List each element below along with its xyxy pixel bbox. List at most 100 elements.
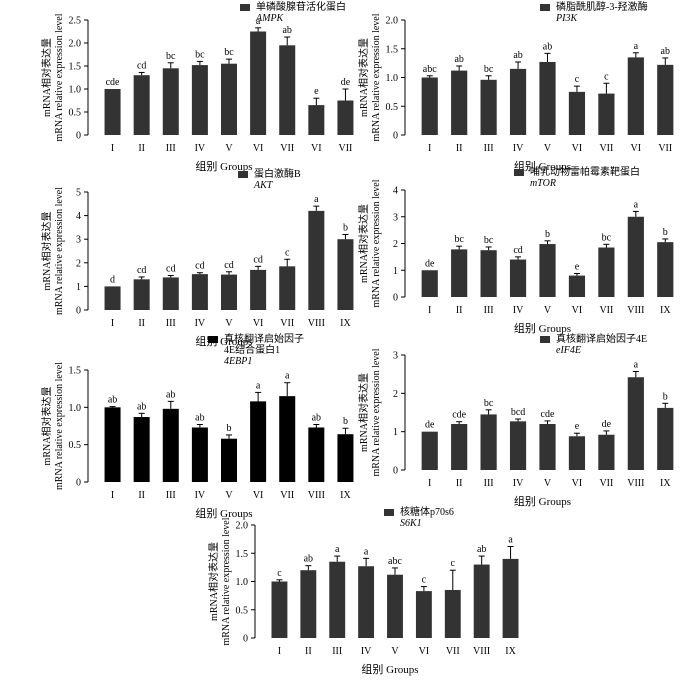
x-tick-label: VII bbox=[280, 490, 294, 501]
x-tick-label: VIII bbox=[473, 646, 490, 657]
legend-title-en: mTOR bbox=[530, 178, 556, 189]
bar bbox=[627, 57, 644, 135]
y-tick-label: 1.0 bbox=[236, 577, 249, 588]
chart-panel: 0 1 2 3 4 5 mRNA相对表达量 mRNA relative expression … bbox=[40, 167, 354, 348]
significance-letter: b bbox=[227, 423, 232, 434]
bar bbox=[473, 564, 490, 638]
legend-title-cn: 蛋白激酶B bbox=[254, 167, 301, 180]
y-tick-label: 0 bbox=[243, 634, 248, 645]
y-axis-title-cn: mRNA相对表达量 bbox=[207, 542, 220, 621]
bar bbox=[250, 31, 267, 135]
chart-panel: 0 0.5 1.0 1.5 2.0 mRNA相对表达量 mRNA relative expr… bbox=[207, 505, 519, 676]
bar bbox=[133, 75, 150, 135]
significance-letter: a bbox=[364, 546, 369, 557]
x-tick-label: V bbox=[544, 478, 552, 489]
y-tick-label: 2.0 bbox=[236, 521, 249, 532]
bar bbox=[162, 408, 179, 482]
x-tick-label: VI bbox=[253, 318, 264, 329]
significance-letter: ab bbox=[312, 413, 321, 424]
x-tick-label: I bbox=[278, 646, 281, 657]
significance-letter: cd bbox=[513, 245, 522, 256]
x-tick-label: I bbox=[111, 318, 114, 329]
x-tick-label: VII bbox=[599, 305, 613, 316]
x-tick-label: IV bbox=[361, 646, 372, 657]
x-tick-label: V bbox=[391, 646, 399, 657]
chart-panel: 0 1 2 3 4 mRNA相对表达量 mRNA relative expression l… bbox=[357, 165, 674, 335]
bar bbox=[220, 274, 238, 310]
y-tick-label: 0 bbox=[393, 293, 398, 304]
significance-letter: cd bbox=[137, 265, 146, 276]
significance-letter: de bbox=[425, 258, 435, 269]
bar bbox=[421, 431, 438, 470]
x-tick-label: III bbox=[484, 305, 494, 316]
y-tick-label: 1.0 bbox=[69, 85, 82, 96]
significance-letter: bc bbox=[602, 232, 612, 243]
bar bbox=[279, 396, 296, 482]
significance-letter: de bbox=[425, 420, 435, 431]
x-tick-label: II bbox=[138, 143, 145, 154]
bar bbox=[337, 434, 354, 482]
significance-letter: ab bbox=[137, 401, 146, 412]
y-axis-title-en: mRNA relative expression level bbox=[54, 362, 65, 490]
significance-letter: a bbox=[285, 371, 290, 382]
bar bbox=[387, 574, 403, 638]
y-axis-title-en: mRNA relative expression level bbox=[54, 13, 65, 141]
y-tick-label: 1.0 bbox=[69, 403, 82, 414]
x-tick-label: IV bbox=[513, 305, 524, 316]
legend-swatch bbox=[540, 336, 550, 343]
y-tick-label: 2 bbox=[393, 389, 398, 400]
bar bbox=[451, 424, 468, 470]
significance-letter: e bbox=[314, 86, 319, 97]
bar bbox=[308, 210, 325, 310]
x-tick-label: VIII bbox=[627, 305, 644, 316]
bar bbox=[451, 70, 468, 135]
x-tick-label: VI bbox=[311, 143, 322, 154]
y-tick-label: 1 bbox=[393, 427, 398, 438]
legend-title-cn: 单磷酸腺苷活化蛋白 bbox=[256, 0, 346, 13]
bar bbox=[480, 79, 497, 135]
x-tick-label: VI bbox=[419, 646, 430, 657]
legend-title-en: AKT bbox=[253, 180, 274, 191]
significance-letter: a bbox=[335, 544, 340, 555]
x-tick-label: III bbox=[166, 318, 176, 329]
legend-swatch bbox=[514, 169, 524, 176]
x-tick-label: IV bbox=[195, 490, 206, 501]
x-tick-label: IV bbox=[195, 318, 206, 329]
bar bbox=[502, 558, 519, 638]
bar bbox=[568, 91, 586, 135]
x-tick-label: IX bbox=[660, 478, 671, 489]
x-tick-label: VII bbox=[658, 143, 672, 154]
significance-letter: cde bbox=[541, 409, 555, 420]
y-tick-label: 3 bbox=[393, 212, 398, 223]
legend-title-en: S6K1 bbox=[400, 518, 422, 529]
bar bbox=[480, 414, 497, 470]
significance-letter: b bbox=[343, 222, 348, 233]
y-axis-title-cn: mRNA相对表达量 bbox=[357, 373, 370, 452]
significance-letter: c bbox=[285, 247, 290, 258]
x-tick-label: III bbox=[484, 143, 494, 154]
x-tick-label: I bbox=[428, 143, 431, 154]
bar bbox=[657, 64, 674, 135]
x-tick-label: I bbox=[428, 478, 431, 489]
y-tick-label: 2 bbox=[76, 258, 81, 269]
bar bbox=[104, 89, 121, 135]
significance-letter: ab bbox=[454, 54, 463, 65]
significance-letter: a bbox=[634, 41, 639, 52]
significance-letter: ab bbox=[304, 554, 313, 565]
y-tick-label: 0 bbox=[393, 466, 398, 477]
x-tick-label: V bbox=[225, 318, 233, 329]
legend-swatch bbox=[240, 4, 250, 11]
bar bbox=[162, 277, 179, 310]
bar bbox=[191, 65, 208, 135]
bar bbox=[250, 269, 267, 310]
y-tick-label: 0.5 bbox=[386, 102, 399, 113]
legend-swatch bbox=[384, 509, 394, 516]
y-tick-label: 5 bbox=[76, 188, 81, 199]
bar bbox=[162, 68, 179, 135]
significance-letter: bc bbox=[484, 398, 494, 409]
significance-letter: a bbox=[256, 380, 261, 391]
y-tick-label: 1 bbox=[76, 282, 81, 293]
significance-letter: c bbox=[575, 74, 580, 85]
y-tick-label: 0.5 bbox=[69, 108, 82, 119]
x-tick-label: II bbox=[456, 305, 463, 316]
